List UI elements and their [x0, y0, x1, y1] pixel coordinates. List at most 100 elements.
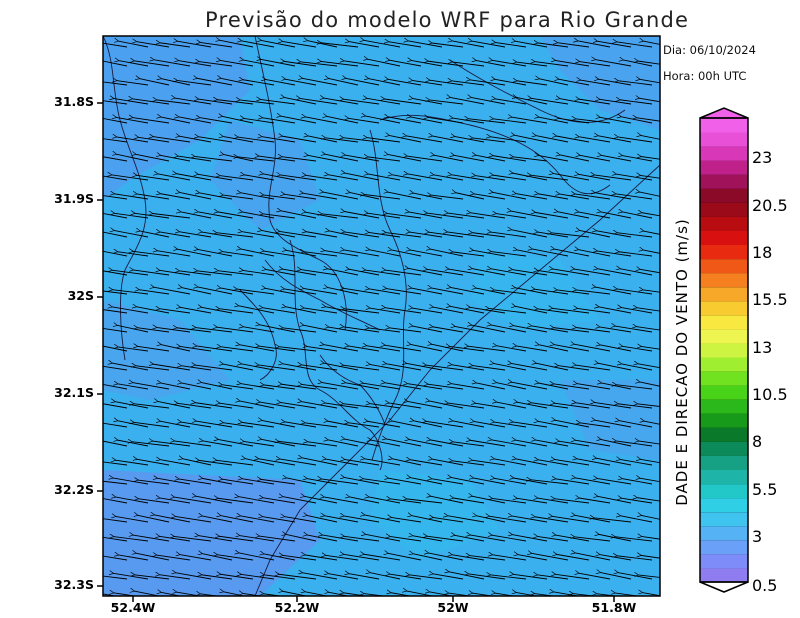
- wind-arrow: [434, 155, 464, 162]
- wind-arrow: [575, 553, 611, 561]
- wind-arrow: [620, 459, 653, 466]
- wind-arrow: [622, 479, 653, 485]
- wind-arrow: [368, 79, 401, 86]
- wind-arrow: [391, 250, 422, 257]
- wind-arrow: [641, 346, 660, 350]
- wind-arrow: [178, 156, 212, 162]
- wind-arrow: [580, 155, 611, 162]
- wind-arrow: [388, 478, 422, 485]
- wind-arrow: [512, 535, 548, 542]
- wind-arrow: [513, 157, 548, 162]
- colorbar-swatch: [700, 497, 748, 513]
- wind-arrow: [283, 328, 317, 333]
- wind-arrow: [594, 518, 632, 523]
- wind-arrow: [305, 592, 330, 596]
- wind-arrow: [413, 554, 443, 561]
- wind-arrow: [365, 534, 401, 542]
- wind-arrow: [411, 288, 443, 295]
- wind-arrow: [559, 194, 590, 200]
- wind-arrow: [594, 175, 632, 181]
- wind-arrow: [451, 287, 485, 295]
- wind-arrow: [455, 535, 485, 542]
- wind-arrow: [134, 404, 170, 409]
- wind-arrow: [386, 364, 422, 371]
- wind-arrow: [344, 309, 380, 314]
- wind-arrow: [259, 156, 296, 162]
- wind-arrow: [112, 363, 149, 371]
- wind-arrow: [343, 554, 380, 561]
- wind-arrow: [154, 287, 191, 295]
- wind-arrow: [491, 252, 527, 257]
- wind-arrow: [160, 43, 191, 48]
- wind-arrow: [388, 192, 422, 200]
- wind-arrow: [245, 459, 275, 466]
- wind-arrow: [556, 136, 590, 143]
- wind-arrow: [134, 575, 170, 580]
- wind-arrow: [280, 459, 317, 466]
- wind-arrow: [329, 327, 359, 333]
- wind-arrow: [307, 346, 338, 352]
- wind-arrow: [511, 211, 548, 219]
- colorbar-swatch: [700, 567, 748, 583]
- wind-arrow: [595, 193, 632, 200]
- wind-arrow: [493, 119, 527, 124]
- wind-arrow: [159, 536, 191, 542]
- wind-arrow: [539, 117, 569, 124]
- wind-arrow: [556, 479, 590, 485]
- wind-arrow: [238, 306, 275, 314]
- wind-arrow: [103, 175, 128, 181]
- wind-arrow: [199, 62, 233, 67]
- wind-arrow: [642, 213, 660, 217]
- wind-arrow: [615, 537, 653, 542]
- wind-arrow: [261, 230, 296, 238]
- wind-arrow: [284, 194, 317, 200]
- wind-arrow: [494, 422, 527, 428]
- wind-arrow: [153, 364, 191, 371]
- wind-arrow: [307, 442, 338, 447]
- wind-arrow: [157, 251, 191, 257]
- wind-arrow: [472, 41, 506, 48]
- wind-arrow: [369, 289, 401, 295]
- wind-arrow: [349, 497, 380, 504]
- wind-arrow: [343, 404, 380, 409]
- wind-arrow: [453, 498, 485, 504]
- wind-arrow: [323, 345, 359, 352]
- wind-arrow: [366, 346, 401, 352]
- wind-arrow: [265, 79, 296, 86]
- wind-arrow: [470, 556, 506, 561]
- wind-arrow: [411, 516, 443, 523]
- wind-arrow: [639, 192, 660, 197]
- wind-arrow: [344, 232, 380, 238]
- wind-arrow: [260, 99, 296, 105]
- wind-arrow: [641, 555, 660, 559]
- wind-arrow: [103, 42, 128, 48]
- wind-arrow: [139, 290, 170, 295]
- wind-arrow: [115, 516, 149, 523]
- wind-arrow: [575, 119, 611, 124]
- wind-arrow: [597, 269, 632, 276]
- wind-arrow: [349, 269, 380, 276]
- wind-arrow: [619, 252, 653, 257]
- wind-arrow: [240, 516, 275, 523]
- wind-arrow: [513, 422, 548, 428]
- wind-arrow: [202, 516, 233, 523]
- wind-arrow: [103, 327, 128, 333]
- wind-arrow: [243, 270, 275, 276]
- wind-arrow: [199, 118, 233, 124]
- wind-arrow: [576, 327, 611, 333]
- wind-arrow: [181, 422, 212, 428]
- wind-arrow: [262, 308, 296, 314]
- wind-arrow: [452, 421, 485, 428]
- wind-arrow: [241, 384, 275, 390]
- wind-arrow: [241, 249, 275, 257]
- wind-arrow: [327, 287, 359, 295]
- wind-arrow: [198, 536, 233, 542]
- wind-arrow: [531, 98, 569, 105]
- wind-arrow: [363, 479, 401, 485]
- wind-arrow: [343, 138, 380, 143]
- wind-arrow: [494, 459, 527, 466]
- wind-arrow: [134, 61, 170, 67]
- wind-arrow: [513, 326, 548, 333]
- wind-arrow: [103, 518, 128, 523]
- wind-arrow: [427, 213, 464, 219]
